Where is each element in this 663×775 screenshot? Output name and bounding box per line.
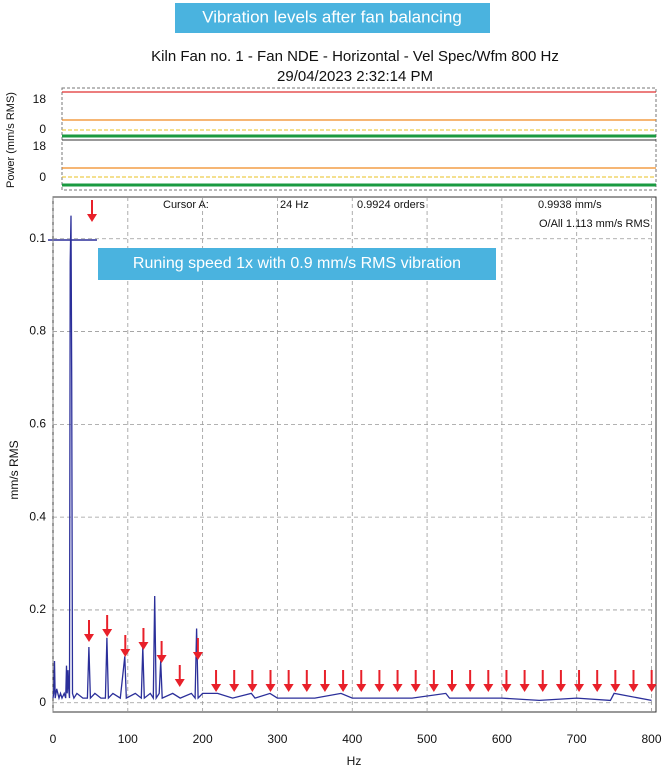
x-tick-label: 500 bbox=[417, 732, 437, 746]
cursor-frequency: 24 Hz bbox=[280, 199, 309, 211]
harmonic-arrow-head bbox=[519, 684, 530, 692]
y-tick-label: 0.4 bbox=[29, 509, 46, 523]
annotation-text: Runing speed 1x with 0.9 mm/s RMS vibrat… bbox=[133, 255, 461, 272]
harmonic-arrow-head bbox=[374, 684, 385, 692]
harmonic-arrow-head bbox=[483, 684, 494, 692]
cursor-amplitude: 0.9938 mm/s bbox=[538, 199, 602, 211]
harmonic-arrow-head bbox=[87, 214, 97, 222]
x-tick-label: 100 bbox=[118, 732, 138, 746]
cursor-overall: O/All 1.113 mm/s RMS bbox=[539, 218, 650, 230]
harmonic-arrow-head bbox=[102, 629, 113, 637]
y-tick-label: 0.1 bbox=[29, 231, 46, 245]
harmonic-arrow-head bbox=[319, 684, 330, 692]
harmonic-arrow-head bbox=[120, 649, 131, 657]
harmonic-arrow-head bbox=[447, 684, 457, 692]
power-tick-label: 18 bbox=[33, 92, 47, 106]
x-tick-label: 0 bbox=[50, 732, 57, 746]
harmonic-arrow-head bbox=[138, 642, 149, 650]
y-tick-label: 0.2 bbox=[29, 602, 46, 616]
harmonic-arrow-head bbox=[410, 684, 421, 692]
harmonic-arrow-head bbox=[537, 684, 548, 692]
y-tick-label: 0.6 bbox=[29, 417, 46, 431]
harmonic-arrow-head bbox=[646, 684, 657, 692]
harmonic-arrow-head bbox=[501, 684, 512, 692]
harmonic-arrow-head bbox=[84, 634, 94, 642]
y-axis-label: mm/s RMS bbox=[7, 440, 21, 499]
cursor-label: Cursor A: bbox=[163, 199, 209, 211]
annotation: Runing speed 1x with 0.9 mm/s RMS vibrat… bbox=[98, 248, 496, 280]
x-axis-label: Hz bbox=[347, 754, 362, 768]
annotation-box bbox=[98, 248, 496, 280]
chart-title: Kiln Fan no. 1 - Fan NDE - Horizontal - … bbox=[151, 48, 559, 65]
banner: Vibration levels after fan balancing bbox=[202, 7, 462, 26]
cursor-orders: 0.9924 orders bbox=[357, 199, 425, 211]
harmonic-arrow-head bbox=[338, 684, 349, 692]
harmonic-arrow-head bbox=[174, 679, 185, 687]
harmonic-arrow-head bbox=[610, 684, 621, 692]
harmonic-arrow-head bbox=[628, 684, 639, 692]
y-tick-label: 0.8 bbox=[29, 324, 46, 338]
x-tick-label: 400 bbox=[342, 732, 362, 746]
y-tick-label: 0 bbox=[39, 695, 46, 709]
power-tick-label: 18 bbox=[33, 139, 47, 153]
harmonic-arrow-head bbox=[574, 684, 585, 692]
harmonic-arrow-head bbox=[301, 684, 312, 692]
power-panel: 18 0 18 0 Power (mm/s RMS) bbox=[5, 87, 657, 191]
x-tick-label: 800 bbox=[641, 732, 661, 746]
harmonic-arrow-head bbox=[592, 684, 603, 692]
power-tick-label: 0 bbox=[39, 170, 46, 184]
harmonic-arrow-head bbox=[156, 655, 167, 663]
power-axis-label: Power (mm/s RMS) bbox=[5, 92, 17, 188]
harmonic-arrow-head bbox=[428, 684, 439, 692]
power-frame bbox=[61, 87, 657, 191]
harmonic-arrow-head bbox=[211, 684, 222, 692]
banner-box bbox=[175, 3, 490, 33]
harmonic-arrow-head bbox=[555, 684, 566, 692]
x-tick-label: 200 bbox=[193, 732, 213, 746]
harmonic-arrow-head bbox=[392, 684, 403, 692]
harmonic-arrow-head bbox=[356, 684, 367, 692]
harmonic-arrow-head bbox=[283, 684, 294, 692]
harmonic-arrow-head bbox=[192, 652, 203, 660]
chart-subtitle: 29/04/2023 2:32:14 PM bbox=[277, 68, 433, 85]
plot-frame bbox=[52, 196, 657, 713]
power-tick-label: 0 bbox=[39, 122, 46, 136]
harmonic-arrow-head bbox=[229, 684, 240, 692]
x-tick-label: 700 bbox=[567, 732, 587, 746]
harmonic-arrow-head bbox=[247, 684, 258, 692]
harmonic-arrow-head bbox=[265, 684, 276, 692]
x-tick-label: 300 bbox=[267, 732, 287, 746]
harmonic-arrow-head bbox=[465, 684, 476, 692]
x-tick-label: 600 bbox=[492, 732, 512, 746]
